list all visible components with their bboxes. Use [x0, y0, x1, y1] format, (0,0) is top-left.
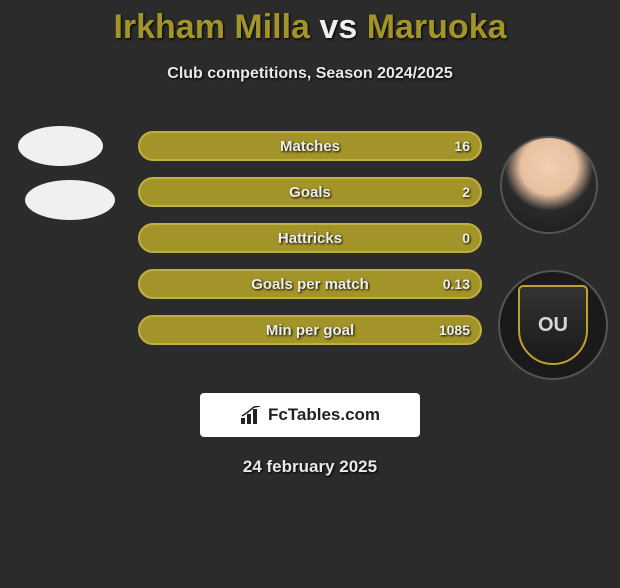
bar-row-gpm: Goals per match 0.13	[0, 261, 620, 307]
bar-row-goals: Goals 2	[0, 169, 620, 215]
bar-row-mpg: Min per goal 1085	[0, 307, 620, 353]
brand-text: FcTables.com	[268, 405, 380, 425]
subtitle: Club competitions, Season 2024/2025	[0, 65, 620, 83]
title-right: Maruoka	[367, 8, 507, 46]
bar-value-right: 2	[462, 184, 470, 200]
bar-label: Goals	[138, 184, 482, 201]
bar-label: Goals per match	[138, 276, 482, 293]
page-title: Irkham Milla vs Maruoka	[0, 8, 620, 47]
title-vs: vs	[319, 8, 357, 46]
brand-badge: FcTables.com	[200, 393, 420, 437]
chart-icon	[240, 406, 262, 424]
footer-date: 24 february 2025	[0, 457, 620, 477]
bar-label: Matches	[138, 138, 482, 155]
bar-value-right: 0	[462, 230, 470, 246]
stats-bars: Matches 16 Goals 2 Hattricks 0 Goals per…	[0, 123, 620, 353]
title-left: Irkham Milla	[113, 8, 310, 46]
bar-row-hattricks: Hattricks 0	[0, 215, 620, 261]
bar-row-matches: Matches 16	[0, 123, 620, 169]
bar-label: Min per goal	[138, 322, 482, 339]
bar-label: Hattricks	[138, 230, 482, 247]
bar-value-right: 1085	[439, 322, 470, 338]
bar-value-right: 16	[454, 138, 470, 154]
bar-value-right: 0.13	[443, 276, 470, 292]
